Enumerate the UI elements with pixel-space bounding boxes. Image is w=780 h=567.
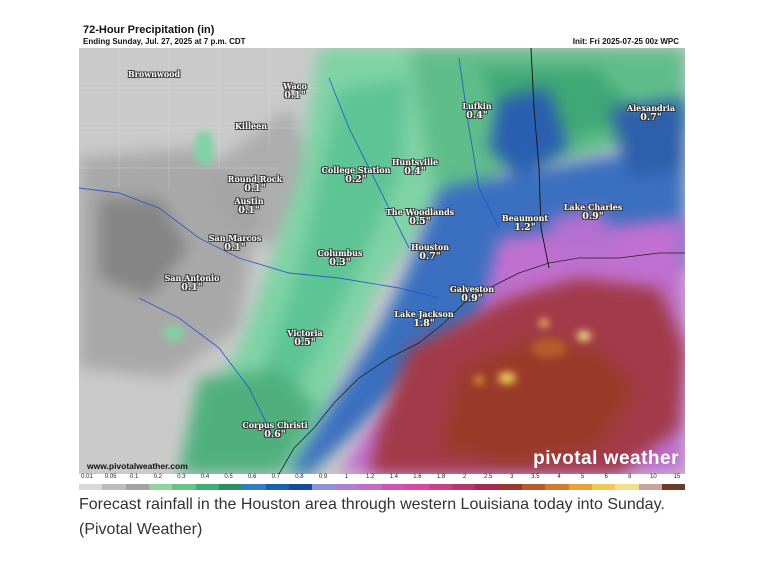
city-label: Beaumont 1.2" <box>501 213 549 233</box>
scale-label: 10 <box>650 474 657 480</box>
scale-label: 6 <box>604 474 608 480</box>
city-label: Alexandria 0.7" <box>626 103 676 123</box>
scale-swatch <box>195 484 219 490</box>
scale-label: 0.01 <box>81 474 93 480</box>
scale-label: 0.1 <box>130 474 139 480</box>
scale-label: 0.4 <box>200 474 210 480</box>
scale-label: 0.5 <box>224 474 233 480</box>
city-label: College Station 0.2" <box>321 165 391 185</box>
scale-label: 0.2 <box>153 474 162 480</box>
scale-swatch <box>125 484 149 490</box>
scale-label: 1.2 <box>366 474 375 480</box>
scale-label: 3.5 <box>531 474 540 480</box>
map-title: 72-Hour Precipitation (in) <box>83 24 215 36</box>
scale-swatch <box>452 484 476 490</box>
scale-label: 0.8 <box>295 474 304 480</box>
precipitation-field <box>79 48 685 474</box>
city-label: Corpus Christi 0.6" <box>242 420 308 440</box>
city-label: Waco 0.1" <box>283 81 307 101</box>
city-label: San Antonio 0.1" <box>164 273 220 293</box>
scale-swatch <box>218 484 243 490</box>
scale-label: 15 <box>673 474 681 480</box>
city-label: Lake Charles 0.9" <box>563 202 623 222</box>
scale-swatch <box>428 484 452 490</box>
scale-label: 0.05 <box>104 474 117 480</box>
city-label: Lake Jackson 1.8" <box>394 309 454 329</box>
scale-label: 2 <box>462 474 467 480</box>
scale-labels: 0.01 0.05 0.1 0.2 0.3 0.4 0.5 0.6 0.7 0.8 0.9 1 1.2 1… <box>79 474 685 483</box>
scale-swatch <box>358 484 383 490</box>
watermark-url: www.pivotalweather.com <box>87 461 188 471</box>
scale-swatch <box>661 484 686 490</box>
map-header: 72-Hour Precipitation (in) Ending Sunday… <box>79 22 685 48</box>
scale-swatch <box>312 484 336 490</box>
city-label: Victoria 0.5" <box>287 328 323 348</box>
city-label: Round Rock 0.1" <box>227 174 283 194</box>
city-label: Houston 0.7" <box>410 242 450 262</box>
scale-swatch <box>382 484 406 490</box>
city-label: Columbus 0.3" <box>317 248 363 268</box>
scale-label: 0.9 <box>318 474 328 480</box>
scale-swatch <box>335 484 359 490</box>
city-label: Lufkin 0.4" <box>462 101 492 121</box>
scale-swatch <box>102 484 126 490</box>
city-label: Austin 0.1" <box>234 196 264 216</box>
figure-caption: Forecast rainfall in the Houston area th… <box>79 496 665 538</box>
brand-logo: pivotal weather <box>533 448 679 469</box>
map-subtitle: Ending Sunday, Jul. 27, 2025 at 7 p.m. C… <box>83 37 246 46</box>
scale-label: 3 <box>510 474 514 480</box>
scale-swatch <box>638 484 662 490</box>
scale-swatch <box>148 484 173 490</box>
scale-label: 1.6 <box>413 474 422 480</box>
scale-swatch <box>521 484 546 490</box>
city-label: Brownwood <box>127 69 181 79</box>
scale-swatch <box>405 484 429 490</box>
city-label: Galveston 0.9" <box>449 284 495 304</box>
scale-label: 0.3 <box>177 474 186 480</box>
city-label: San Marcos 0.1" <box>208 233 262 253</box>
scale-label: 2.5 <box>484 474 493 480</box>
city-label: Killeen <box>234 121 268 131</box>
scale-swatch <box>265 484 289 490</box>
scale-label: 1.4 <box>389 474 398 480</box>
scale-swatch <box>498 484 522 490</box>
scale-swatch <box>172 484 196 490</box>
scale-swatch <box>288 484 313 490</box>
scale-bar <box>79 484 686 490</box>
scale-label: 8 <box>628 474 632 480</box>
scale-swatch <box>545 484 569 490</box>
scale-swatch <box>475 484 499 490</box>
scale-label: 1 <box>344 474 349 480</box>
city-label: The Woodlands 0.5" <box>385 207 455 227</box>
precipitation-map: Brownwood Waco 0.1" Killeen Lufkin 0.4" … <box>79 48 685 474</box>
scale-swatch <box>79 484 103 490</box>
scale-swatch <box>568 484 592 490</box>
scale-label: 4 <box>557 474 561 480</box>
scale-label: 5 <box>580 474 585 480</box>
scale-label: 0.6 <box>248 474 257 480</box>
scale-label: 0.7 <box>271 474 280 480</box>
map-init-time: Init: Fri 2025-07-25 00z WPC <box>572 37 679 46</box>
precipitation-map-figure: 72-Hour Precipitation (in) Ending Sunday… <box>79 22 686 492</box>
scale-label: 1.8 <box>436 474 446 480</box>
scale-swatch <box>591 484 616 490</box>
precipitation-color-scale: 0.01 0.05 0.1 0.2 0.3 0.4 0.5 0.6 0.7 0.8 0.9 1 1.2 1… <box>79 474 686 492</box>
city-label: Huntsville 0.4" <box>391 157 439 177</box>
scale-swatch <box>615 484 639 490</box>
scale-swatch <box>242 484 266 490</box>
